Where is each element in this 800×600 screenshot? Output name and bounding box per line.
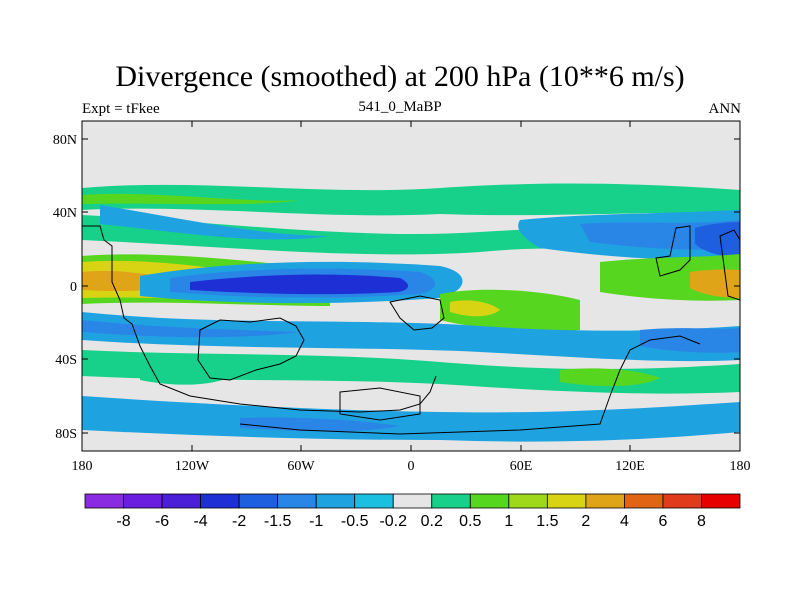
season-label: ANN <box>708 101 742 117</box>
colorbar-label: -8 <box>116 513 130 530</box>
lat-tick-40s: 40S <box>55 353 77 368</box>
contour-negative-subtropic-n <box>100 205 330 240</box>
colorbar-label: 2 <box>581 513 590 530</box>
contour-negative-dateline-core <box>695 222 740 257</box>
colorbar-swatch <box>315 493 356 509</box>
lon-tick-120w: 120W <box>175 459 210 474</box>
colorbar-label: 1.5 <box>536 513 558 530</box>
divergence-field <box>82 183 740 442</box>
colorbar-swatch <box>624 493 664 509</box>
case-label: 541_0_MaBP <box>358 99 442 115</box>
coastlines <box>82 225 740 435</box>
colorbar-label: -1 <box>309 513 323 530</box>
lat-tick-marks <box>82 138 740 434</box>
colorbar-swatch <box>469 493 510 509</box>
colorbar-swatch <box>123 493 163 509</box>
colorbar-swatch <box>161 493 201 509</box>
lat-tick-40n: 40N <box>53 206 77 221</box>
colorbar-swatch <box>392 493 433 509</box>
colorbar-label: -1.5 <box>264 513 292 530</box>
lon-tick-60e: 60E <box>510 459 533 474</box>
coastline-asia-east <box>655 225 691 277</box>
contour-positive-atlantic <box>440 289 580 332</box>
colorbar-swatch <box>200 493 240 509</box>
coastline-dateline-islands <box>719 229 740 301</box>
colorbar-label: 6 <box>658 513 667 530</box>
coastline-americas <box>82 225 437 413</box>
colorbar-label: -2 <box>232 513 246 530</box>
colorbar-label: -0.5 <box>341 513 369 530</box>
lon-tick-180w: 180 <box>72 459 93 474</box>
lon-tick-0: 0 <box>408 459 415 474</box>
map-title: Divergence (smoothed) at 200 hPa (10**6 … <box>115 60 685 93</box>
colorbar-label: 4 <box>620 513 629 530</box>
colorbar-label: 0.5 <box>459 513 481 530</box>
coastline-antarctica <box>239 335 701 435</box>
colorbar-swatch <box>662 493 702 509</box>
colorbar-swatch <box>354 493 394 509</box>
contour-negative-south <box>82 312 740 362</box>
contour-negative-equator-core <box>190 274 409 295</box>
colorbar-swatch <box>585 493 625 509</box>
lon-tick-marks <box>81 121 741 451</box>
coastline-africa-north <box>389 295 445 331</box>
colorbar-swatch <box>277 493 317 509</box>
colorbar-swatch <box>431 493 471 509</box>
experiment-label: Expt = tFkee <box>82 101 160 117</box>
contour-positive-north-light <box>82 193 300 205</box>
colorbar-swatch <box>701 493 741 509</box>
lon-tick-60w: 60W <box>287 459 315 474</box>
lat-tick-80s: 80S <box>55 427 77 442</box>
contour-positive-north <box>82 183 740 216</box>
colorbar-swatch <box>546 493 587 509</box>
contour-positive-atlantic-core <box>450 300 500 317</box>
colorbar-label: -0.2 <box>379 513 407 530</box>
colorbar-label: -4 <box>193 513 207 530</box>
colorbar: -8 -6 -4 -2 -1.5 -1 -0.5 -0.2 0.2 0.5 1 1.5 2 4 6 8 <box>84 493 741 530</box>
colorbar-label: -6 <box>155 513 169 530</box>
lon-tick-120e: 120E <box>615 459 645 474</box>
contour-positive-south-core <box>560 368 660 387</box>
coastline-south-america <box>197 317 305 381</box>
lon-tick-180e: 180 <box>730 459 751 474</box>
colorbar-swatch <box>84 493 124 509</box>
lat-tick-0: 0 <box>70 280 77 295</box>
contour-negative-south-core <box>82 320 300 338</box>
colorbar-label: 0.2 <box>421 513 443 530</box>
coastline-antarctic-peninsula <box>339 387 421 421</box>
colorbar-label: 8 <box>697 513 706 530</box>
contour-negative-far-south <box>82 396 740 442</box>
colorbar-swatch <box>238 493 279 509</box>
colorbar-swatch <box>508 493 548 509</box>
lat-tick-80n: 80N <box>53 133 77 148</box>
colorbar-label: 1 <box>504 513 513 530</box>
